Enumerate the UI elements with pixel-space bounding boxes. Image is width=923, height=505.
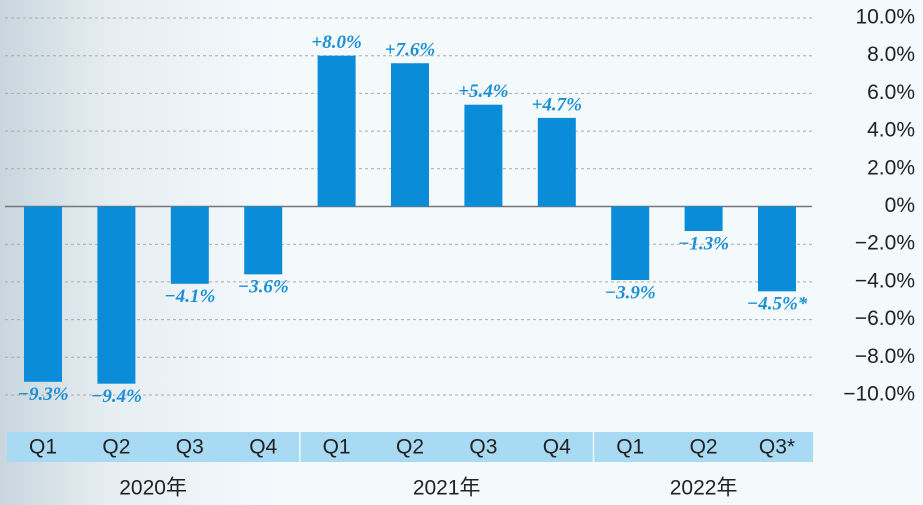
value-label: +8.0%	[311, 32, 361, 53]
bar	[97, 207, 135, 384]
y-tick-label: −4.0%	[855, 269, 915, 292]
chart: 10.0% 8.0% 6.0% 4.0% 2.0% 0% −2.0% −4.0% −6.0% −8…	[0, 0, 923, 505]
value-label: −9.4%	[91, 386, 142, 407]
x-tick-label: Q1	[323, 436, 351, 459]
y-tick-label: 8.0%	[867, 43, 915, 66]
x-tick-label: Q3	[176, 436, 204, 459]
bar	[391, 63, 429, 206]
x-tick-label: Q1	[616, 436, 644, 459]
x-tick-label: Q3	[469, 436, 497, 459]
value-label: −4.5%*	[747, 294, 808, 315]
y-tick-label: 4.0%	[867, 119, 915, 142]
x-tick-label: Q3*	[759, 436, 795, 459]
page: 10.0% 8.0% 6.0% 4.0% 2.0% 0% −2.0% −4.0% −6.0% −8…	[0, 0, 923, 505]
value-label: +5.4%	[458, 81, 508, 102]
group-label: 2021年	[413, 477, 481, 500]
value-label: −1.3%	[678, 233, 729, 254]
value-label: −9.3%	[17, 384, 68, 405]
y-tick-label: 6.0%	[867, 81, 915, 104]
y-tick-label: 2.0%	[867, 156, 915, 179]
x-tick-label: Q4	[543, 436, 571, 459]
bar	[758, 207, 796, 292]
bar	[244, 207, 282, 275]
y-tick-label: −6.0%	[855, 307, 915, 330]
x-tick-label: Q2	[102, 436, 130, 459]
x-tick-label: Q1	[29, 436, 57, 459]
y-tick-label: −8.0%	[855, 345, 915, 368]
bar	[318, 56, 356, 207]
x-tick-label: Q2	[396, 436, 424, 459]
y-tick-label: 0%	[885, 194, 915, 217]
bar	[611, 207, 649, 281]
y-tick-label: −10.0%	[843, 383, 915, 406]
y-tick-label: −2.0%	[855, 232, 915, 255]
value-label: +4.7%	[532, 94, 582, 115]
group-label: 2022年	[670, 477, 738, 500]
x-tick-label: Q2	[690, 436, 718, 459]
group-label: 2020年	[119, 477, 187, 500]
y-tick-label: 10.0%	[855, 6, 915, 29]
value-label: −3.9%	[605, 282, 656, 303]
bar	[538, 118, 576, 207]
value-label: −3.6%	[238, 277, 289, 298]
x-tick-label: Q4	[249, 436, 277, 459]
bar	[24, 207, 62, 382]
value-label: −4.1%	[164, 286, 215, 307]
bar	[464, 105, 502, 207]
value-label: +7.6%	[385, 40, 435, 61]
bar	[685, 207, 723, 232]
bar	[171, 207, 209, 284]
